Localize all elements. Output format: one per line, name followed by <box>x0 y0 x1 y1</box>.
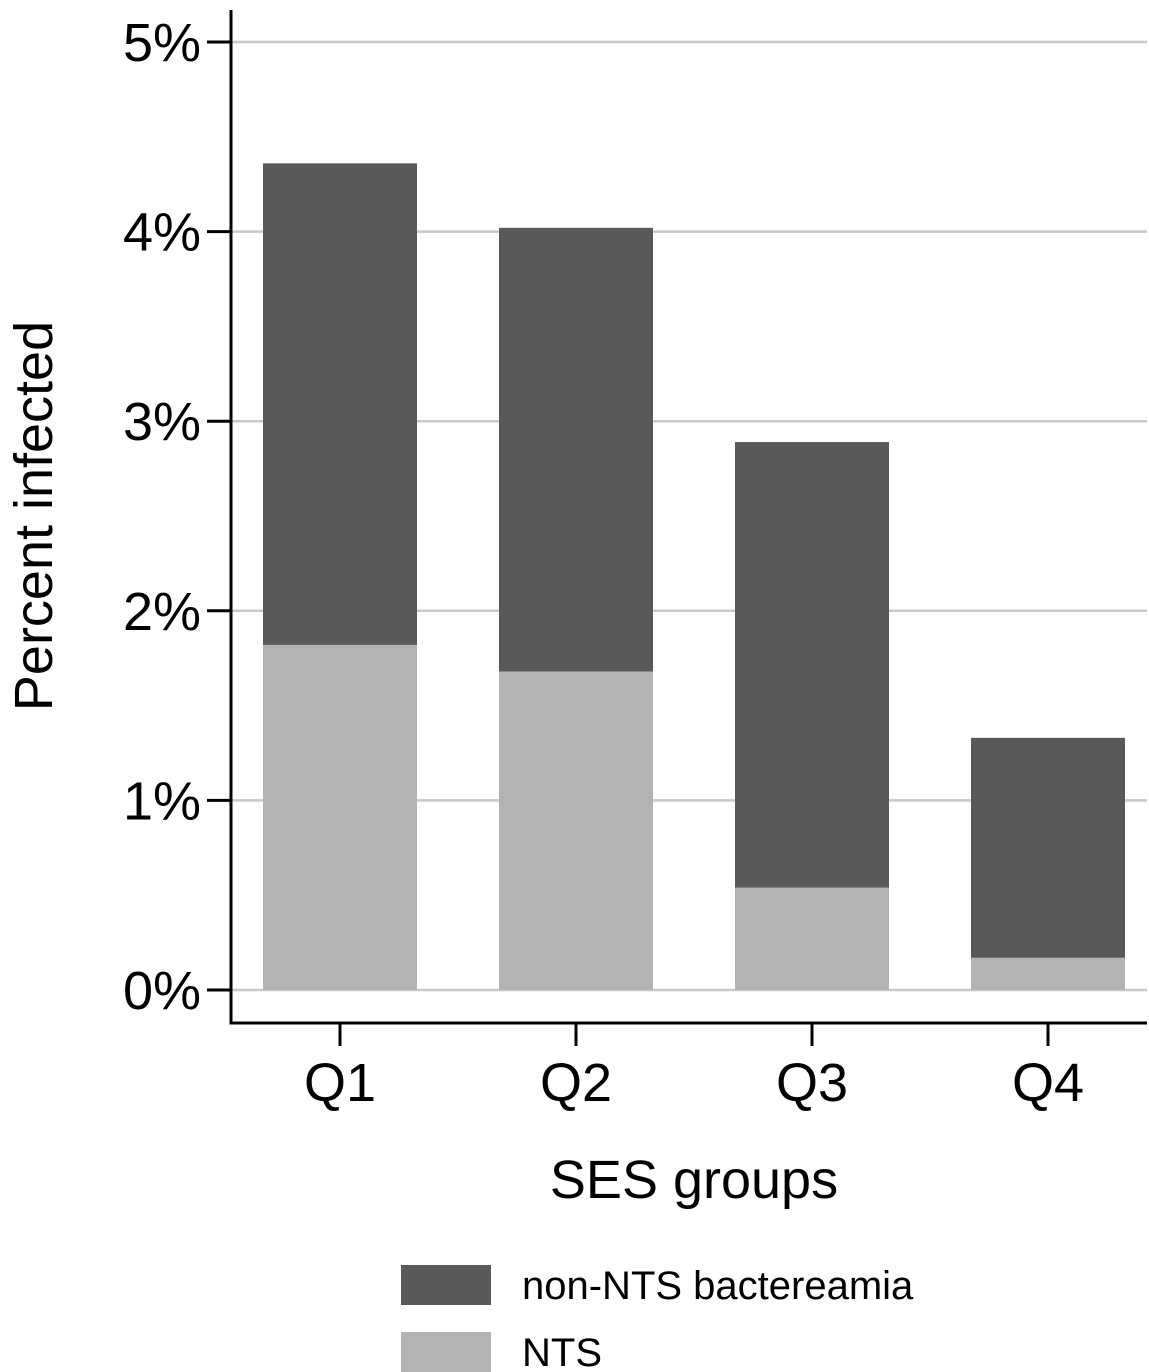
y-tick-label: 4% <box>123 203 201 263</box>
x-tick-label: Q4 <box>1012 1053 1084 1113</box>
y-tick-label: 5% <box>123 13 201 73</box>
y-tick-label: 1% <box>123 771 201 831</box>
legend-label: NTS <box>522 1331 602 1372</box>
x-tick-label: Q3 <box>776 1053 848 1113</box>
y-tick-label: 0% <box>123 961 201 1021</box>
bar-non-nts-q1 <box>263 163 417 645</box>
legend-swatch <box>401 1265 491 1305</box>
legend: non-NTS bactereamia NTS <box>401 1264 914 1372</box>
y-tick-label: 2% <box>123 582 201 642</box>
x-axis-ticks: Q1 Q2 Q3 Q4 <box>304 1023 1084 1113</box>
bar-non-nts-q2 <box>499 227 653 672</box>
y-axis-ticks: 0% 1% 2% 3% 4% 5% <box>123 13 231 1021</box>
bar-non-nts-q3 <box>735 442 889 888</box>
y-tick-label: 3% <box>123 392 201 452</box>
y-axis-title: Percent infected <box>4 321 64 711</box>
bar-nts-q2 <box>499 671 653 990</box>
x-axis-title: SES groups <box>550 1150 838 1210</box>
legend-label: non-NTS bactereamia <box>522 1264 914 1308</box>
bars <box>263 163 1125 990</box>
bar-non-nts-q4 <box>971 737 1125 958</box>
legend-swatch <box>401 1332 491 1372</box>
x-tick-label: Q1 <box>304 1053 376 1113</box>
x-tick-label: Q2 <box>540 1053 612 1113</box>
bar-nts-q4 <box>971 957 1125 990</box>
bar-nts-q3 <box>735 887 889 990</box>
bar-nts-q1 <box>263 644 417 990</box>
